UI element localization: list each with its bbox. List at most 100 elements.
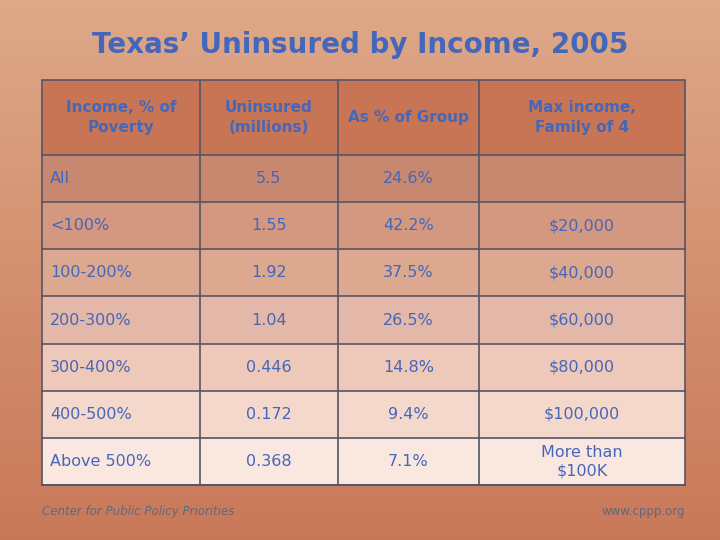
- Bar: [0, 208, 720, 209]
- Bar: [0, 325, 720, 326]
- Bar: [0, 497, 720, 498]
- Bar: [0, 451, 720, 452]
- Bar: [0, 210, 720, 211]
- Bar: [0, 260, 720, 261]
- Bar: [0, 159, 720, 160]
- Text: Uninsured
(millions): Uninsured (millions): [225, 100, 312, 134]
- Bar: [0, 254, 720, 255]
- Bar: [0, 530, 720, 531]
- Bar: [0, 528, 720, 529]
- Bar: [0, 196, 720, 197]
- Bar: [0, 488, 720, 489]
- Bar: [0, 387, 720, 388]
- Bar: [0, 306, 720, 307]
- Bar: [0, 7, 720, 8]
- Bar: [0, 329, 720, 330]
- Bar: [0, 339, 720, 340]
- Bar: [0, 382, 720, 383]
- Bar: [0, 484, 720, 485]
- Bar: [0, 467, 720, 468]
- Bar: [0, 502, 720, 503]
- Bar: [0, 291, 720, 292]
- Bar: [0, 184, 720, 185]
- Bar: [0, 26, 720, 27]
- Bar: [0, 117, 720, 118]
- Bar: [0, 21, 720, 22]
- Bar: [0, 326, 720, 327]
- Bar: [0, 462, 720, 463]
- Bar: [0, 476, 720, 477]
- Bar: [0, 469, 720, 470]
- Bar: [0, 410, 720, 411]
- Bar: [0, 175, 720, 176]
- Bar: [0, 477, 720, 478]
- Bar: [0, 136, 720, 137]
- Text: Income, % of
Poverty: Income, % of Poverty: [66, 100, 176, 134]
- Bar: [0, 522, 720, 523]
- Bar: [0, 265, 720, 266]
- Text: 37.5%: 37.5%: [383, 265, 434, 280]
- Bar: [0, 299, 720, 300]
- Bar: [0, 375, 720, 376]
- Bar: [0, 48, 720, 49]
- Bar: [0, 414, 720, 415]
- Bar: [0, 490, 720, 491]
- Bar: [0, 412, 720, 413]
- Bar: [0, 439, 720, 440]
- Bar: [0, 480, 720, 481]
- Bar: [0, 53, 720, 54]
- Bar: [0, 482, 720, 483]
- Bar: [0, 307, 720, 308]
- Bar: [0, 151, 720, 152]
- Bar: [0, 217, 720, 218]
- Bar: [0, 241, 720, 242]
- Bar: [0, 73, 720, 74]
- Bar: [0, 55, 720, 56]
- Bar: [0, 322, 720, 323]
- Bar: [0, 438, 720, 439]
- Bar: [0, 110, 720, 111]
- Bar: [0, 479, 720, 480]
- Bar: [0, 429, 720, 430]
- Bar: [0, 179, 720, 180]
- Bar: [0, 268, 720, 269]
- Bar: [0, 423, 720, 424]
- Bar: [42, 80, 685, 485]
- Bar: [0, 167, 720, 168]
- Text: 200-300%: 200-300%: [50, 313, 132, 327]
- Bar: [0, 395, 720, 396]
- Bar: [0, 24, 720, 25]
- Bar: [0, 211, 720, 212]
- Bar: [0, 115, 720, 116]
- Bar: [0, 222, 720, 223]
- Bar: [0, 83, 720, 84]
- Bar: [0, 276, 720, 277]
- Bar: [0, 293, 720, 294]
- Bar: [0, 1, 720, 2]
- Bar: [0, 28, 720, 29]
- Bar: [0, 121, 720, 122]
- Text: Max income,
Family of 4: Max income, Family of 4: [528, 100, 636, 134]
- Bar: [0, 536, 720, 537]
- Bar: [0, 447, 720, 448]
- Bar: [0, 402, 720, 403]
- Bar: [0, 296, 720, 297]
- Bar: [0, 244, 720, 245]
- Bar: [0, 67, 720, 68]
- Bar: [0, 381, 720, 382]
- Bar: [0, 68, 720, 69]
- Bar: [0, 315, 720, 316]
- Bar: [0, 118, 720, 119]
- Bar: [0, 491, 720, 492]
- Bar: [0, 535, 720, 536]
- Bar: [0, 335, 720, 336]
- Bar: [0, 78, 720, 79]
- Bar: [0, 271, 720, 272]
- Bar: [0, 89, 720, 90]
- Bar: [0, 281, 720, 282]
- Bar: [0, 444, 720, 445]
- Bar: [0, 87, 720, 88]
- Bar: [0, 206, 720, 207]
- Bar: [0, 378, 720, 379]
- Bar: [0, 126, 720, 127]
